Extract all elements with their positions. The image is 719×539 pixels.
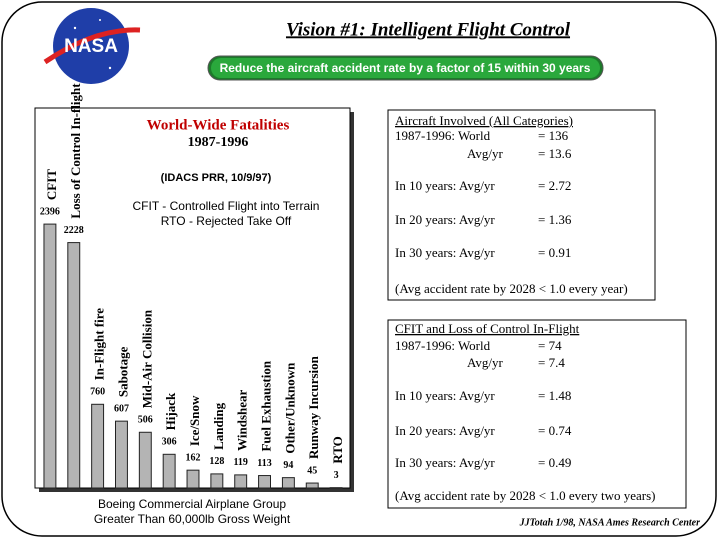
- row-value: = 0.49: [538, 455, 571, 470]
- x-tick-label: Hijack: [163, 392, 178, 430]
- bar: [43, 223, 57, 489]
- row-value: = 1.48: [538, 388, 571, 403]
- box-note: (Avg accident rate by 2028 < 1.0 every y…: [395, 281, 628, 296]
- row-value: = 0.74: [538, 423, 572, 438]
- nasa-logo: NASA: [43, 8, 141, 84]
- row-label: In 30 years: Avg/yr: [395, 245, 495, 260]
- x-tick-label: Runway Incursion: [306, 355, 321, 459]
- box-note: (Avg accident rate by 2028 < 1.0 every t…: [395, 488, 656, 503]
- bar: [115, 420, 128, 489]
- x-tick-label: CFIT: [44, 169, 59, 200]
- stats-box: [387, 319, 687, 509]
- x-tick-label: Loss of Control In-flight: [68, 83, 83, 219]
- row-value: = 74: [538, 338, 562, 353]
- x-tick-label: RTO: [330, 436, 345, 463]
- x-tick-label: Ice/Snow: [187, 395, 202, 446]
- logo-text: NASA: [64, 36, 118, 57]
- row-label: Avg/yr: [467, 146, 504, 161]
- x-tick-label: Other/Unknown: [282, 362, 297, 454]
- x-tick-label: Windshear: [235, 389, 250, 450]
- value-label: 2396: [40, 206, 60, 217]
- bar: [210, 473, 224, 489]
- value-label: 2228: [64, 225, 84, 236]
- x-tick-label: Fuel Exhaustion: [259, 360, 274, 451]
- source: Greater Than 60,000lb Gross Weight: [94, 512, 291, 526]
- banner-text: Reduce the aircraft accident rate by a f…: [220, 61, 591, 75]
- bar: [138, 431, 152, 489]
- bar: [234, 474, 248, 489]
- bar: [258, 475, 272, 489]
- annotation: RTO - Rejected Take Off: [161, 214, 292, 228]
- banner-fill: [211, 58, 600, 78]
- row-label: In 10 years: Avg/yr: [395, 388, 495, 403]
- row-label: In 10 years: Avg/yr: [395, 178, 495, 193]
- value-label: 119: [233, 457, 247, 468]
- x-tick-label: Landing: [211, 402, 226, 449]
- stats-box: [387, 109, 656, 301]
- row-value: = 0.91: [538, 245, 571, 260]
- value-label: 306: [162, 437, 177, 448]
- value-label: 607: [114, 403, 129, 414]
- annotation: CFIT - Controlled Flight into Terrain: [133, 199, 320, 213]
- row-label: In 20 years: Avg/yr: [395, 423, 495, 438]
- slide-title: Vision #1: Intelligent Flight Control: [286, 19, 571, 40]
- row-value: = 13.6: [538, 146, 572, 161]
- row-value: = 1.36: [538, 212, 572, 227]
- value-label: 162: [186, 452, 201, 463]
- value-label: 94: [283, 460, 293, 471]
- bar: [305, 482, 319, 489]
- row-label: In 20 years: Avg/yr: [395, 212, 495, 227]
- chart-subtitle: 1987-1996: [188, 135, 249, 150]
- row-label: 1987-1996: World: [395, 128, 491, 143]
- source: Boeing Commercial Airplane Group: [98, 497, 286, 511]
- row-value: = 7.4: [538, 355, 565, 370]
- value-label: 45: [307, 465, 317, 476]
- chart-title: World-Wide Fatalities: [147, 117, 290, 133]
- bar: [162, 453, 176, 489]
- x-tick-label: In-Flight fire: [92, 308, 107, 381]
- bar: [91, 403, 105, 489]
- row-value: = 136: [538, 128, 569, 143]
- footer: JJTotah 1/98, NASA Ames Research Center: [519, 517, 701, 528]
- value-label: 3: [334, 470, 339, 481]
- row-label: In 30 years: Avg/yr: [395, 455, 495, 470]
- x-tick-label: Mid-Air Collision: [139, 309, 154, 408]
- value-label: 128: [209, 456, 224, 467]
- value-label: 506: [138, 415, 153, 426]
- row-value: = 2.72: [538, 178, 571, 193]
- annotation: (IDACS PRR, 10/9/97): [161, 172, 272, 184]
- value-label: 113: [257, 458, 271, 469]
- bar: [186, 469, 200, 489]
- plot-box: [34, 107, 351, 489]
- box-heading: Aircraft Involved (All Categories): [395, 113, 573, 128]
- value-label: 760: [90, 387, 105, 398]
- bar: [281, 477, 295, 489]
- row-label: Avg/yr: [467, 355, 504, 370]
- bar: [67, 242, 81, 489]
- x-tick-label: Sabotage: [115, 346, 130, 397]
- box-heading: CFIT and Loss of Control In-Flight: [395, 321, 580, 336]
- row-label: 1987-1996: World: [395, 338, 491, 353]
